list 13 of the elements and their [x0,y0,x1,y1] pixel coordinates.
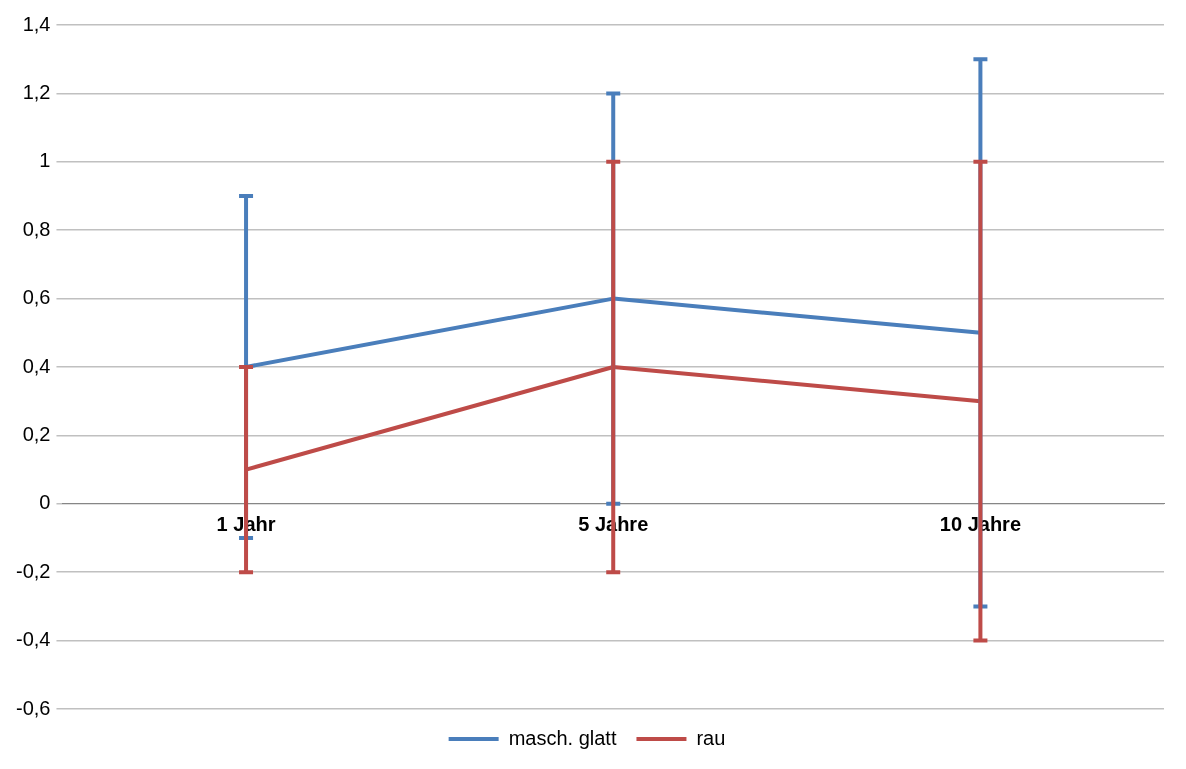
y-tick-label: 1 [39,149,51,172]
y-tick-label: 1,2 [22,80,51,103]
y-tick-label: 0 [39,491,51,514]
y-tick-label: -0,2 [15,559,51,582]
y-tick-label: 1,4 [22,12,51,35]
y-tick-label: 0,6 [22,286,51,309]
y-tick-label: -0,4 [15,628,51,651]
y-tick-label: 0,4 [22,354,51,377]
y-tick-label: -0,6 [15,696,51,719]
y-tick-label: 0,2 [22,422,51,445]
legend-label: rau [696,726,726,749]
legend-label: masch. glatt [508,726,617,749]
y-tick-label: 0,8 [22,217,51,240]
